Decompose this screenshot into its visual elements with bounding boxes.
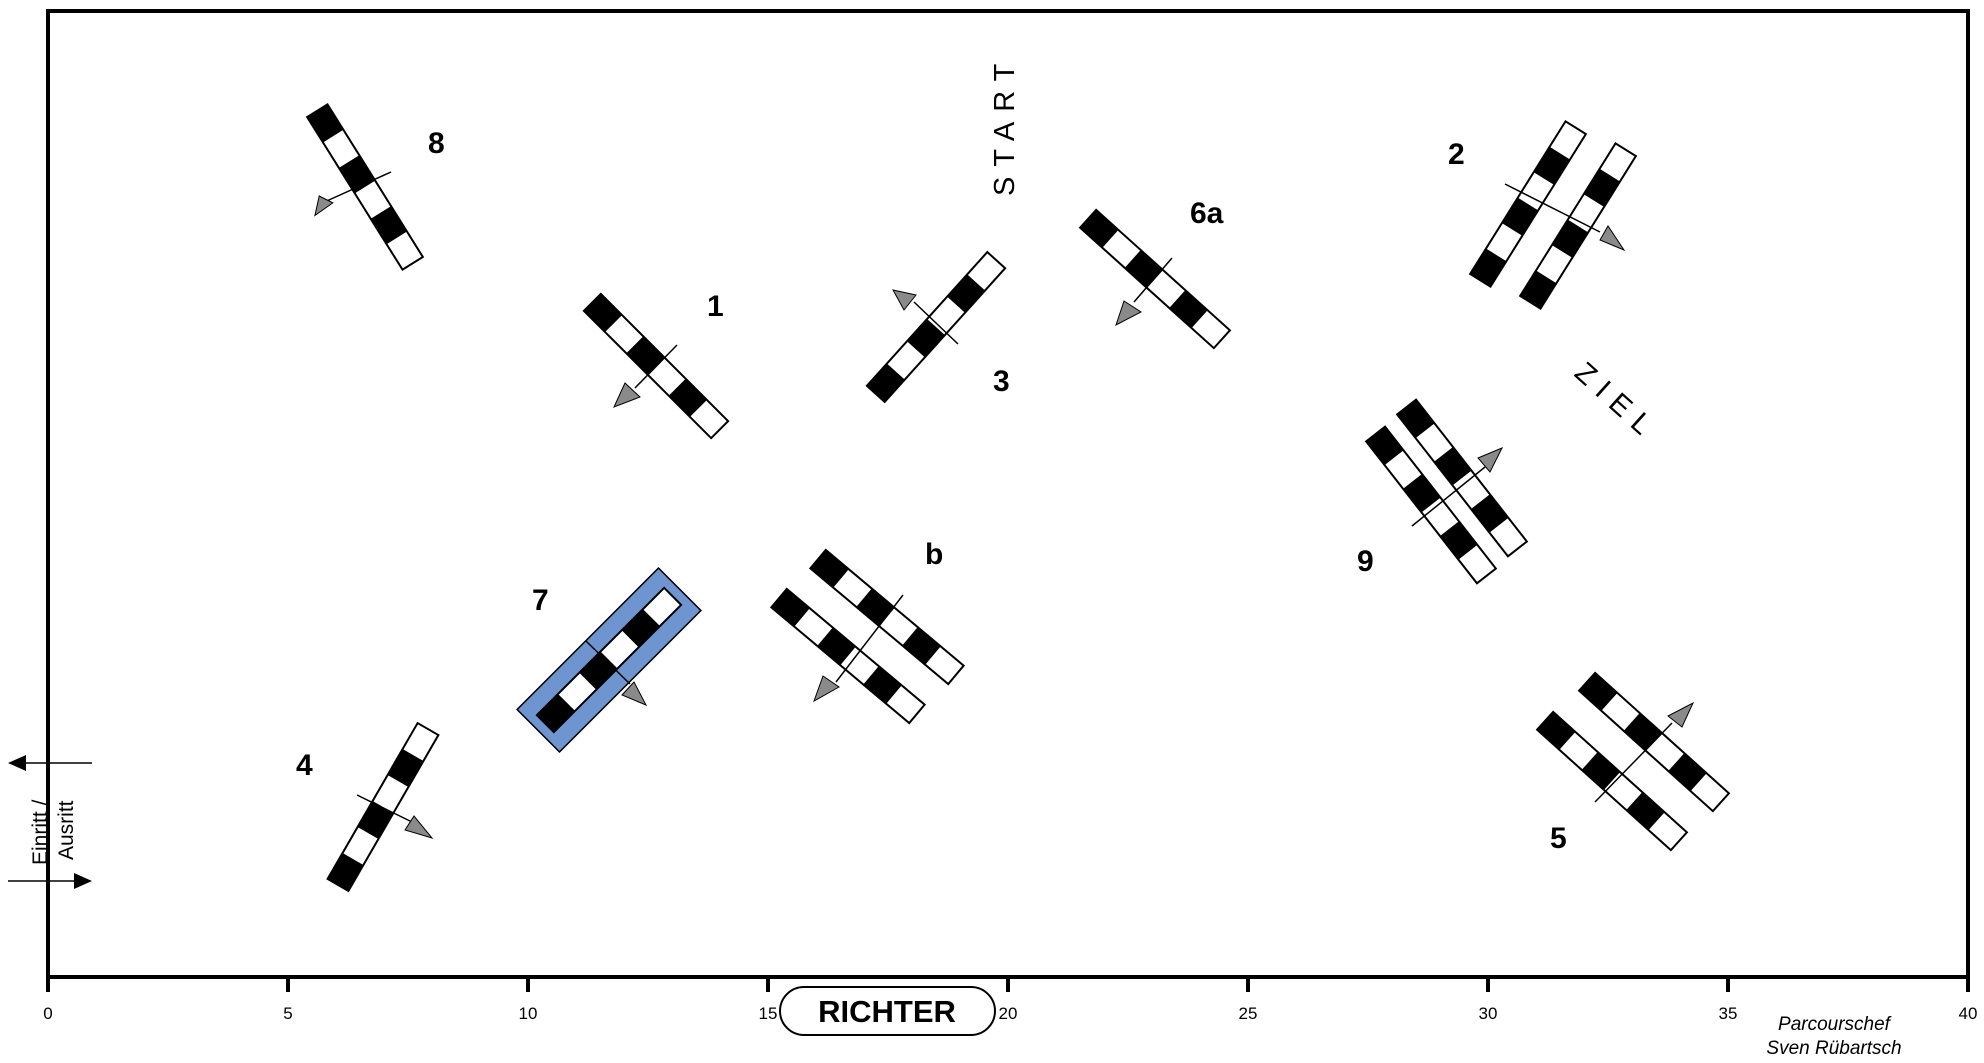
scale-tick-label: 40: [1959, 1004, 1978, 1023]
obstacle-4: 4: [296, 722, 440, 892]
obstacle-6b: b: [770, 538, 965, 725]
scale-ruler: 0 5 10 15 20 25 30 35 40: [43, 975, 1978, 1023]
obstacle-number-9: 9: [1357, 545, 1374, 578]
obstacle-5: 5: [1536, 671, 1730, 855]
scale-tick-label: 10: [519, 1004, 538, 1023]
obstacle-number-7: 7: [532, 584, 549, 617]
designer-line1: Parcourschef: [1778, 1014, 1892, 1035]
scale-tick-label: 30: [1479, 1004, 1498, 1023]
scale-tick-label: 15: [759, 1004, 778, 1023]
entry-exit-marker: Einritt / Ausritt: [8, 755, 92, 889]
obstacle-number-6b: b: [925, 538, 943, 571]
obstacle-1: 1: [582, 290, 730, 440]
scale-tick-label: 20: [999, 1004, 1018, 1023]
obstacle-6a: 6a: [1079, 197, 1231, 350]
finish-label: ZIEL: [1568, 356, 1665, 448]
obstacle-number-6a: 6a: [1190, 197, 1224, 230]
scale-tick-label: 5: [283, 1004, 292, 1023]
judge-box: RICHTER: [779, 986, 996, 1036]
judge-label: RICHTER: [818, 994, 956, 1029]
designer-line2: Sven Rübartsch: [1766, 1038, 1901, 1058]
start-label: START: [989, 54, 1021, 196]
obstacle-3: 3: [865, 251, 1010, 403]
obstacle-number-1: 1: [707, 290, 724, 323]
obstacle-7: 7: [516, 567, 702, 753]
obstacle-number-4: 4: [296, 749, 313, 782]
entry-label-line1: Einritt /: [29, 799, 52, 865]
obstacle-number-2: 2: [1448, 138, 1465, 171]
scale-tick-label: 35: [1719, 1004, 1738, 1023]
scale-tick-label: 0: [43, 1004, 52, 1023]
obstacle-number-8: 8: [428, 127, 445, 160]
obstacle-8: 8: [306, 103, 445, 271]
obstacle-2: 2: [1448, 120, 1637, 310]
entry-label-line2: Ausritt: [55, 800, 78, 860]
obstacle-9: 9: [1357, 398, 1528, 585]
obstacle-number-3: 3: [993, 365, 1010, 398]
obstacle-number-5: 5: [1550, 822, 1567, 855]
scale-tick-label: 25: [1239, 1004, 1258, 1023]
